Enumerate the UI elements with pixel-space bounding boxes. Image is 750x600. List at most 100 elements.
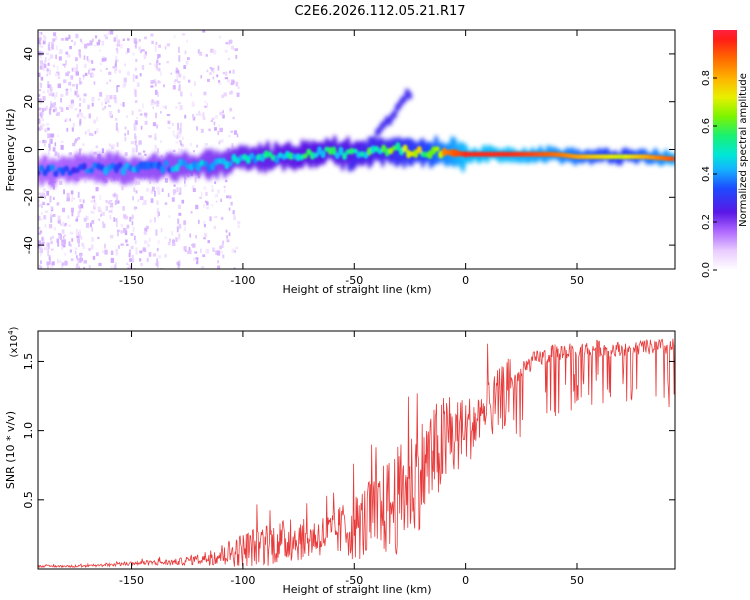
noise-speck <box>207 78 210 82</box>
noise-streak <box>77 242 80 247</box>
noise-streak <box>134 125 137 131</box>
noise-streak <box>176 187 179 192</box>
noise-speck <box>60 97 62 103</box>
noise-speck <box>51 92 55 97</box>
noise-speck <box>112 66 116 69</box>
noise-speck <box>54 151 58 157</box>
ridge-core-blob <box>195 162 201 172</box>
noise-streak <box>48 255 51 260</box>
noise-speck <box>184 249 187 252</box>
snr-ytick-label: 1.5 <box>22 353 35 371</box>
noise-speck <box>46 70 49 76</box>
snr-ytick-label: 0.5 <box>22 491 35 509</box>
noise-speck <box>80 112 84 118</box>
noise-speck <box>160 71 162 76</box>
noise-streak <box>177 46 180 53</box>
noise-speck <box>39 32 41 38</box>
noise-speck <box>214 181 217 184</box>
noise-streak <box>178 87 180 92</box>
noise-speck <box>97 236 100 240</box>
noise-streak <box>178 84 181 92</box>
noise-speck <box>106 99 110 103</box>
noise-streak <box>114 63 117 68</box>
noise-speck <box>112 144 116 148</box>
noise-speck <box>173 149 176 153</box>
noise-speck <box>166 61 169 64</box>
noise-speck <box>177 102 182 105</box>
noise-speck <box>71 211 74 217</box>
noise-speck <box>80 40 84 44</box>
noise-speck <box>61 242 64 247</box>
noise-speck <box>38 264 41 268</box>
noise-speck <box>105 94 109 100</box>
noise-streak <box>179 187 182 195</box>
noise-streak <box>134 133 137 140</box>
ridge-core-blob <box>177 158 184 167</box>
noise-speck <box>41 203 43 209</box>
noise-speck <box>124 152 128 156</box>
noise-speck <box>175 69 179 74</box>
noise-speck <box>208 128 211 132</box>
noise-streak <box>180 148 183 153</box>
noise-speck <box>204 233 207 238</box>
noise-speck <box>116 200 120 204</box>
ridge-core-blob <box>541 151 547 157</box>
noise-speck <box>82 143 85 147</box>
noise-streak <box>154 43 157 52</box>
ridge-core-blob <box>39 165 45 172</box>
noise-speck <box>91 244 94 250</box>
noise-speck <box>155 89 158 95</box>
noise-speck <box>204 105 208 108</box>
snr-ticks: -150 -100 -50 0 50 0.5 1.0 1.5 <box>22 331 675 587</box>
noise-speck <box>44 140 47 144</box>
ridge-core-blob <box>452 148 458 158</box>
noise-speck <box>176 261 179 265</box>
noise-streak <box>156 200 159 205</box>
noise-speck <box>75 71 79 76</box>
noise-streak <box>48 69 51 75</box>
noise-speck <box>213 225 217 230</box>
noise-speck <box>91 227 94 232</box>
colorbar-ticks: 0.0 0.2 0.4 0.6 0.8 <box>701 70 717 278</box>
noise-streak <box>116 197 119 202</box>
noise-speck <box>42 90 46 94</box>
noise-speck <box>52 147 56 152</box>
noise-speck <box>134 41 138 44</box>
noise-speck <box>97 98 100 101</box>
noise-speck <box>173 192 176 196</box>
noise-speck <box>101 58 105 62</box>
ridge-core-blob <box>395 142 401 151</box>
noise-streak <box>157 101 160 107</box>
noise-speck <box>144 120 148 125</box>
noise-speck <box>99 194 102 200</box>
noise-speck <box>120 230 123 234</box>
noise-streak <box>134 67 137 71</box>
noise-speck <box>195 113 198 116</box>
noise-speck <box>72 123 76 127</box>
noise-speck <box>175 67 178 71</box>
noise-streak <box>49 195 52 203</box>
noise-speck <box>45 52 50 55</box>
noise-speck <box>42 40 46 45</box>
noise-speck <box>39 65 43 70</box>
noise-speck <box>226 239 230 243</box>
noise-speck <box>69 231 74 235</box>
colorbar-label: Normalized spectral amplitude <box>738 73 749 227</box>
noise-speck <box>192 188 196 192</box>
noise-speck <box>73 140 77 144</box>
noise-speck <box>40 114 43 118</box>
noise-streak <box>132 148 134 155</box>
noise-speck <box>160 140 162 144</box>
noise-streak <box>79 205 82 213</box>
ridge-core-blob <box>267 151 273 158</box>
noise-speck <box>164 253 167 258</box>
noise-speck <box>76 235 80 239</box>
noise-speck <box>43 36 47 42</box>
noise-speck <box>45 122 50 126</box>
noise-speck <box>143 54 147 60</box>
noise-speck <box>38 199 40 203</box>
noise-speck <box>132 196 134 201</box>
noise-speck <box>200 75 203 79</box>
noise-speck <box>191 103 195 107</box>
noise-speck <box>130 233 134 236</box>
